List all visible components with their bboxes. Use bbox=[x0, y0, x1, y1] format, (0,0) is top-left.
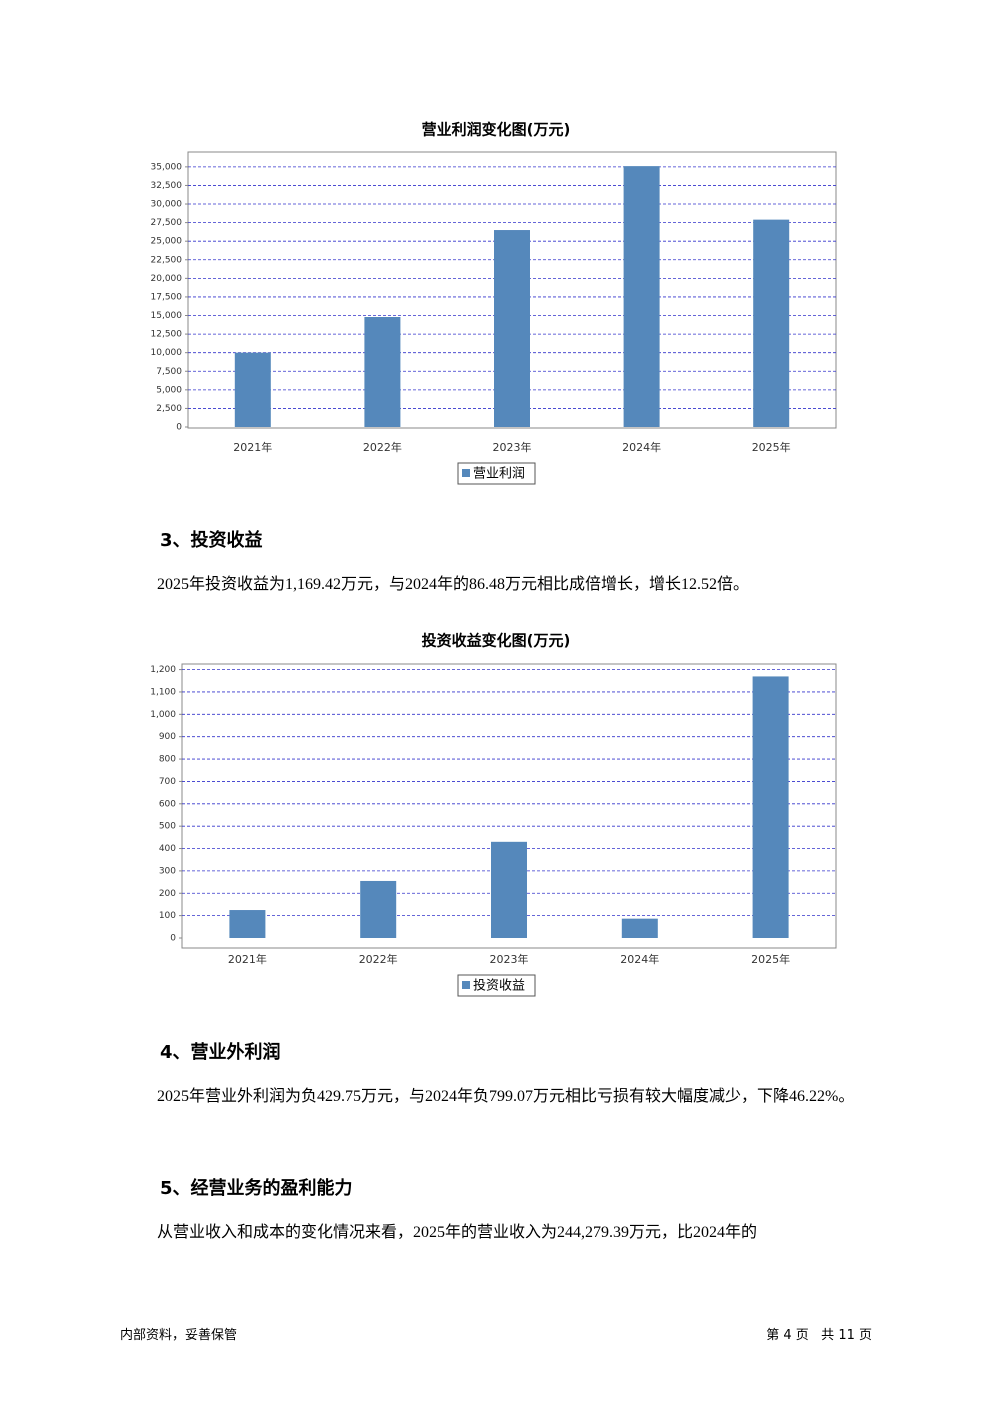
footer-left: 内部资料，妥善保管 bbox=[120, 1328, 238, 1343]
y-tick-label: 35,000 bbox=[151, 162, 183, 172]
y-tick-label: 900 bbox=[159, 732, 176, 742]
y-tick-label: 0 bbox=[176, 423, 182, 433]
y-tick-label: 30,000 bbox=[151, 200, 183, 210]
heading: 3、投资收益 bbox=[160, 530, 263, 551]
y-tick-label: 27,500 bbox=[151, 218, 183, 228]
bar bbox=[753, 219, 790, 427]
legend-box bbox=[457, 462, 536, 485]
x-tick-label: 2021年 bbox=[228, 952, 267, 966]
bar bbox=[491, 841, 527, 938]
y-tick-label: 22,500 bbox=[151, 255, 183, 265]
y-tick-label: 1,100 bbox=[150, 687, 176, 697]
y-tick-label: 20,000 bbox=[151, 274, 183, 284]
legend-label: 投资收益 bbox=[473, 978, 525, 994]
x-tick-label: 2023年 bbox=[493, 440, 532, 454]
x-tick-label: 2025年 bbox=[751, 952, 790, 966]
bar bbox=[229, 910, 266, 938]
x-tick-label: 2024年 bbox=[622, 440, 661, 454]
y-tick-label: 300 bbox=[159, 866, 176, 876]
y-tick-label: 17,500 bbox=[151, 292, 183, 302]
legend-swatch bbox=[462, 469, 470, 477]
legend-box bbox=[457, 974, 536, 997]
bar bbox=[234, 352, 271, 427]
chart-title: 营业利润变化图(万元) bbox=[422, 121, 571, 139]
bar bbox=[621, 918, 658, 938]
y-tick-label: 600 bbox=[159, 799, 176, 809]
footer-right: 第 4 页 共 11 页 bbox=[766, 1328, 872, 1343]
bar bbox=[364, 317, 401, 427]
bar bbox=[360, 880, 397, 938]
y-tick-label: 200 bbox=[159, 889, 176, 899]
y-tick-label: 10,000 bbox=[151, 348, 183, 358]
paragraph: 2025年营业外利润为负429.75万元，与2024年负799.07万元相比亏损… bbox=[157, 1088, 855, 1105]
x-tick-label: 2022年 bbox=[359, 952, 398, 966]
x-tick-label: 2025年 bbox=[752, 440, 791, 454]
y-tick-label: 1,200 bbox=[150, 665, 176, 675]
y-tick-label: 32,500 bbox=[151, 181, 183, 191]
x-tick-label: 2021年 bbox=[233, 440, 272, 454]
heading: 4、营业外利润 bbox=[160, 1042, 281, 1063]
y-tick-label: 7,500 bbox=[156, 367, 182, 377]
bar bbox=[623, 166, 660, 427]
heading: 5、经营业务的盈利能力 bbox=[160, 1178, 353, 1199]
legend-swatch bbox=[462, 981, 470, 989]
y-tick-label: 25,000 bbox=[151, 237, 183, 247]
y-tick-label: 800 bbox=[159, 755, 176, 765]
chart-title: 投资收益变化图(万元) bbox=[422, 632, 571, 650]
y-tick-label: 2,500 bbox=[156, 404, 182, 414]
legend-label: 营业利润 bbox=[473, 467, 525, 482]
y-tick-label: 5,000 bbox=[156, 385, 182, 395]
paragraph: 从营业收入和成本的变化情况来看，2025年的营业收入为244,279.39万元，… bbox=[157, 1224, 758, 1241]
x-tick-label: 2023年 bbox=[490, 952, 529, 966]
x-tick-label: 2022年 bbox=[363, 440, 402, 454]
y-tick-label: 100 bbox=[159, 911, 176, 921]
y-tick-label: 500 bbox=[159, 822, 176, 832]
y-tick-label: 700 bbox=[159, 777, 176, 787]
bar bbox=[494, 230, 530, 427]
paragraph: 2025年投资收益为1,169.42万元，与2024年的86.48万元相比成倍增… bbox=[157, 576, 750, 593]
y-tick-label: 12,500 bbox=[151, 330, 183, 340]
y-tick-label: 400 bbox=[159, 844, 176, 854]
y-tick-label: 1,000 bbox=[150, 710, 176, 720]
y-tick-label: 0 bbox=[170, 934, 176, 944]
bar bbox=[752, 676, 789, 938]
x-tick-label: 2024年 bbox=[620, 952, 659, 966]
y-tick-label: 15,000 bbox=[151, 311, 183, 321]
